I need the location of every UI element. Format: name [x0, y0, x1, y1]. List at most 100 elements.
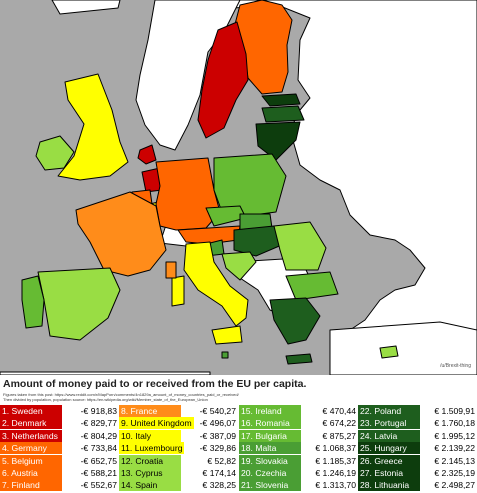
legend-country-value: € 1.068,37	[315, 443, 356, 454]
legend-country-name: 26. Greece	[360, 454, 405, 467]
legend-country-name: 4. Germany	[2, 442, 49, 455]
legend-row: 10. Italy -€ 387,09	[119, 429, 238, 442]
legend-country-value: € 1.995,12	[434, 430, 475, 441]
map-title: Amount of money paid to or received from…	[3, 378, 307, 390]
map-credit: /u/Brexit-thing	[440, 363, 471, 369]
legend-row: 3. Netherlands -€ 804,29	[0, 429, 119, 442]
legend-country-name: 5. Belgium	[2, 454, 45, 467]
legend-row: 19. Slovakia € 1.185,37	[239, 454, 358, 467]
legend-country-value: € 2.145,13	[434, 455, 475, 466]
legend-country-value: -€ 552,67	[80, 480, 117, 491]
legend-country-value: € 470,44	[322, 406, 356, 416]
legend-country-value: € 2.325,19	[434, 468, 475, 478]
region-ireland	[35, 135, 75, 171]
legend-country-value: -€ 588,21	[80, 468, 117, 478]
legend-row: 25. Hungary € 2.139,22	[358, 442, 477, 455]
region-cyprus	[379, 345, 399, 359]
legend-country-value: -€ 829,77	[80, 418, 117, 429]
legend-row: 21. Slovenia € 1.313,70	[239, 479, 358, 492]
legend-country-value: € 328,25	[202, 480, 236, 491]
legend-country-value: € 875,27	[322, 430, 356, 441]
legend-country-name: 20. Czechia	[241, 467, 289, 479]
legend-country-value: € 1.313,70	[315, 480, 356, 491]
legend-country-value: -€ 733,84	[80, 443, 117, 454]
legend-country-value: € 52,82	[207, 455, 236, 466]
legend-country-name: 15. Ireland	[241, 405, 284, 417]
region-crete	[285, 353, 313, 365]
legend-row: 16. Romania € 674,22	[239, 417, 358, 430]
iceland	[51, 0, 121, 15]
region-latvia	[261, 105, 305, 123]
legend-country-value: -€ 652,75	[80, 455, 117, 466]
legend-country-name: 25. Hungary	[360, 442, 409, 455]
region-croatia	[221, 251, 257, 281]
region-spain	[37, 267, 121, 341]
legend-row: 27. Estonia € 2.325,19	[358, 467, 477, 479]
region-romania	[273, 221, 327, 271]
legend-country-value: € 2.498,27	[434, 480, 475, 491]
legend-country-name: 3. Netherlands	[2, 429, 60, 442]
legend-country-name: 17. Bulgaria	[241, 429, 289, 442]
legend-country-name: 24. Latvia	[360, 429, 400, 442]
legend-country-name: 19. Slovakia	[241, 454, 290, 467]
region-denmark	[137, 144, 157, 165]
region-sicily	[211, 325, 243, 345]
legend-country-value: -€ 387,09	[199, 430, 236, 441]
region-france	[75, 191, 167, 277]
legend-country-name: 7. Finland	[2, 479, 42, 492]
map-area: /u/Brexit-thing	[0, 0, 477, 375]
legend-row: 28. Lithuania € 2.498,27	[358, 479, 477, 492]
legend-row: 6. Austria -€ 588,21	[0, 467, 119, 479]
legend-row: 17. Bulgaria € 875,27	[239, 429, 358, 442]
region-corsica	[165, 261, 177, 279]
legend-country-name: 22. Poland	[360, 405, 404, 417]
region-malta	[221, 351, 229, 359]
region-lithuania	[255, 121, 301, 161]
legend-country-name: 11. Luxembourg	[121, 442, 185, 455]
legend-country-name: 6. Austria	[2, 467, 40, 479]
legend-row: 2. Denmark -€ 829,77	[0, 417, 119, 430]
legend-country-name: 28. Lithuania	[360, 479, 412, 492]
legend-country-name: 13. Cyprus	[121, 467, 165, 479]
legend-country-name: 18. Malta	[241, 442, 279, 455]
legend-country-name: 14. Spain	[121, 479, 160, 492]
legend-country-name: 27. Estonia	[360, 467, 405, 479]
legend-country-name: 23. Portugal	[360, 417, 409, 430]
legend-row: 9. United Kingdom -€ 496,07	[119, 417, 238, 430]
turkey	[329, 321, 477, 375]
region-austria	[177, 225, 241, 245]
legend-row: 1. Sweden -€ 918,83	[0, 405, 119, 417]
legend-row: 24. Latvia € 1.995,12	[358, 429, 477, 442]
legend-country-name: 2. Denmark	[2, 417, 49, 430]
legend-row: 18. Malta € 1.068,37	[239, 442, 358, 455]
legend-row: 22. Poland € 1.509,91	[358, 405, 477, 417]
legend-country-value: -€ 540,27	[199, 406, 236, 416]
region-italy	[183, 241, 249, 327]
legend-country-value: € 1.246,19	[315, 468, 356, 478]
source-note-1: Figures taken from this post: https://ww…	[3, 392, 239, 397]
region-greece	[269, 297, 321, 345]
legend-row: 8. France -€ 540,27	[119, 405, 238, 417]
legend-country-name: 16. Romania	[241, 417, 292, 430]
region-bulgaria	[285, 271, 339, 301]
legend-country-value: -€ 804,29	[80, 430, 117, 441]
source-note-2: Then divided by population, population s…	[3, 397, 208, 402]
region-germany	[155, 157, 221, 231]
legend-country-name: 1. Sweden	[2, 405, 45, 417]
region-hungary	[233, 225, 285, 257]
legend-row: 15. Ireland € 470,44	[239, 405, 358, 417]
legend-row: 26. Greece € 2.145,13	[358, 454, 477, 467]
europe-map	[0, 0, 477, 375]
legend-country-name: 21. Slovenia	[241, 479, 291, 492]
legend: 1. Sweden -€ 918,83 2. Denmark -€ 829,77 3. …	[0, 405, 477, 493]
legend-row: 20. Czechia € 1.246,19	[239, 467, 358, 479]
legend-country-value: -€ 496,07	[199, 418, 236, 429]
region-sweden	[197, 21, 249, 139]
legend-country-value: € 2.139,22	[434, 443, 475, 454]
legend-country-value: € 1.760,18	[434, 418, 475, 429]
legend-country-name: 12. Croatia	[121, 454, 166, 467]
legend-row: 12. Croatia € 52,82	[119, 454, 238, 467]
legend-country-name: 10. Italy	[121, 429, 154, 442]
region-portugal	[21, 275, 45, 329]
legend-row: 11. Luxembourg -€ 329,86	[119, 442, 238, 455]
